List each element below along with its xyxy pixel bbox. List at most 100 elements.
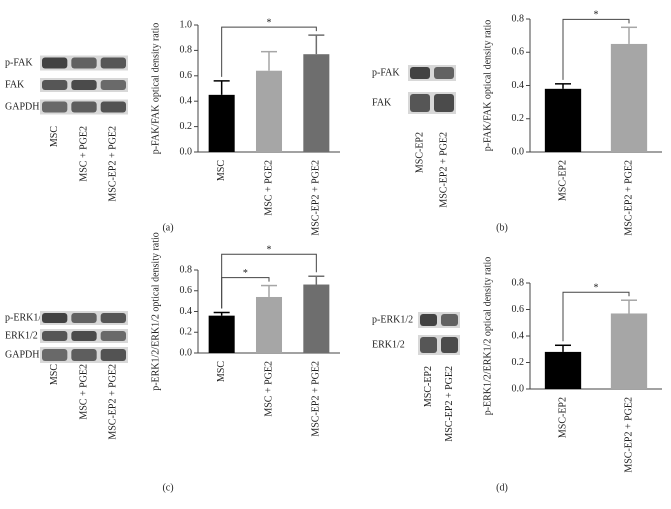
blot-lane-label: MSC-EP2 [423,366,434,407]
y-axis-label: p-ERK1/2/ERK1/2 optical density ratio [482,257,493,416]
x-tick-label: MSC-EP2 + PGE2 [623,397,634,473]
y-tick-label: 0.0 [180,347,193,358]
x-tick-label: MSC-EP2 [557,160,568,201]
significance-bracket [562,18,630,80]
blot-band [42,349,68,361]
significance-label: * [594,283,599,294]
bar [208,315,235,353]
blot-row-label: p-FAK [5,57,33,68]
y-tick-label: 0.8 [512,13,525,24]
panel-label: (d) [496,482,508,493]
bar [610,313,648,389]
bar [544,351,582,389]
blot-band [71,331,97,341]
blot-band [71,80,97,90]
blot-row-label: ERK1/2 [372,339,405,350]
panel-label: (c) [162,482,173,493]
x-tick-label: MSC-EP2 + PGE2 [623,160,634,236]
x-tick-label: MSC-EP2 [557,397,568,438]
blot-band [434,67,454,79]
blot-band [42,101,68,113]
blot-band [100,57,126,69]
blot-band [420,337,437,353]
y-tick-label: 0.4 [180,306,193,317]
panel-label: (a) [162,222,173,233]
y-tick-label: 0.0 [512,146,525,157]
y-tick-label: 0.8 [180,45,193,56]
y-tick-label: 1.0 [180,19,193,30]
blot-band [410,94,430,112]
bar [208,94,235,152]
blot-band [100,331,126,341]
blot-band [71,349,97,361]
blot-band [100,101,126,113]
blot-band [441,337,458,353]
bar [303,284,330,353]
significance-label: * [594,10,599,21]
blot-lane-label: MSC-EP2 + PGE2 [108,126,119,202]
y-tick-label: 0.4 [180,95,193,106]
y-tick-label: 0.6 [180,285,193,296]
blot-lane-label: MSC-EP2 + PGE2 [438,132,449,208]
y-tick-label: 0.0 [180,146,193,157]
x-tick-label: MSC [216,160,227,181]
blot-band [71,313,97,323]
blot-band [42,80,68,90]
x-tick-label: MSC [216,361,227,382]
blot-row-label: p-ERK1/2 [5,312,46,323]
significance-bracket [562,291,630,342]
blot-band [434,94,454,112]
significance-label: * [267,17,272,28]
blot-row-label: GAPDH [5,101,39,112]
blot-row-label: FAK [5,79,25,90]
significance-label: * [243,268,248,279]
blot-band [410,67,430,79]
blot-band [71,57,97,69]
y-axis-label: p-ERK1/2/ERK1/2 optical density ratio [150,232,161,391]
blot-band [420,314,437,326]
y-tick-label: 0.6 [512,304,525,315]
y-axis-label: p-FAK/FAK optical density ratio [482,20,493,152]
y-tick-label: 0.2 [180,121,193,132]
bar [610,43,648,152]
blot-lane-label: MSC + PGE2 [78,126,89,182]
bar [303,54,330,152]
blot-row-label: ERK1/2 [5,330,38,341]
y-axis-label: p-FAK/FAK optical density ratio [150,23,161,155]
blot-row-label: GAPDH [5,349,39,360]
blot-band [42,331,68,341]
blot-band [42,313,68,323]
y-tick-label: 0.6 [512,47,525,58]
blot-lane-label: MSC + PGE2 [78,364,89,420]
blot-band [441,314,458,326]
panel-label: (b) [496,222,508,233]
x-tick-label: MSC-EP2 + PGE2 [311,361,322,437]
y-tick-label: 0.2 [512,113,525,124]
y-tick-label: 0.2 [180,327,193,338]
bar [255,296,283,353]
blot-lane-label: MSC-EP2 [414,132,425,173]
bar [544,88,582,152]
blot-lane-label: MSC [49,126,60,147]
y-tick-label: 0.2 [512,357,525,368]
blot-lane-label: MSC-EP2 + PGE2 [444,366,455,442]
y-tick-label: 0.8 [180,264,193,275]
significance-bracket [221,26,317,77]
blot-lane-label: MSC-EP2 + PGE2 [108,364,119,440]
blot-band [100,313,126,323]
bar [255,70,283,152]
significance-label: * [267,245,272,256]
blot-band [100,80,126,90]
blot-row-label: FAK [372,97,392,108]
y-tick-label: 0.8 [512,277,525,288]
significance-bracket [221,253,317,309]
y-tick-label: 0.4 [512,80,525,91]
y-tick-label: 0.6 [180,70,193,81]
y-tick-label: 0.4 [512,330,525,341]
x-tick-label: MSC + PGE2 [263,361,274,417]
y-tick-label: 0.0 [512,383,525,394]
blot-band [100,349,126,361]
blot-row-label: p-ERK1/2 [372,314,413,325]
x-tick-label: MSC + PGE2 [263,160,274,216]
